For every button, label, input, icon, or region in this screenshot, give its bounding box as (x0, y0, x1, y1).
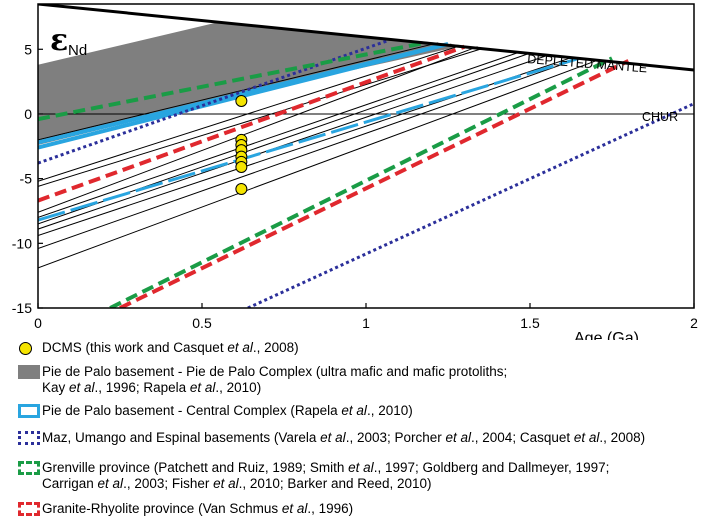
legend-line-swatch-icon (18, 461, 40, 475)
series-2-line-0 (38, 40, 426, 122)
series-3-line-0 (38, 44, 466, 203)
y-tick-label-4: -15 (12, 300, 32, 316)
x-tick-label-2: 1 (362, 315, 370, 331)
model-line-10 (38, 60, 596, 269)
legend-text: Pie de Palo basement - Central Complex (… (42, 403, 413, 418)
plot-content (38, 4, 694, 308)
model-line-4 (38, 46, 478, 213)
y-tick-label-1: 0 (24, 106, 32, 122)
legend-line-swatch-icon (18, 431, 40, 445)
legend-text: Grenville province (Patchett and Ruiz, 1… (42, 460, 610, 491)
legend-line-swatch-icon (18, 404, 40, 418)
x-axis-label: Age (Ga) (574, 330, 639, 340)
x-tick-label-3: 1.5 (520, 315, 540, 331)
legend-text: DCMS (this work and Casquet et al., 2008… (42, 340, 299, 355)
model-line-9 (38, 59, 577, 249)
series-3-line-1 (119, 59, 630, 308)
series-2-line-1 (109, 56, 613, 308)
legend-dot-icon (19, 342, 32, 355)
x-tick-label-0: 0 (34, 315, 42, 331)
series-0-line-1 (38, 42, 449, 145)
model-line-0 (38, 42, 439, 141)
x-tick-label-4: 2 (690, 315, 698, 331)
x-tick-label-1: 0.5 (192, 315, 212, 331)
chur-label: CHUR (642, 110, 678, 124)
legend-text: Granite-Rhyolite province (Van Schmus et… (42, 501, 354, 516)
dcms-point-6 (235, 160, 248, 173)
y-tick-label-2: -5 (20, 171, 33, 187)
y-axis-label-sub: Nd (68, 42, 87, 59)
series-0-line-2 (38, 56, 580, 222)
plot-area (38, 4, 694, 308)
dcms-point-7 (235, 182, 248, 195)
model-line-5 (38, 51, 521, 218)
series-1-line-1 (247, 102, 694, 308)
legend-grey-swatch-icon (18, 365, 40, 379)
model-line-2 (38, 44, 462, 182)
legend-line-swatch-icon (18, 502, 40, 516)
y-axis-label: ε (50, 23, 68, 58)
model-line-7 (38, 55, 547, 230)
legend-text: Pie de Palo basement - Pie de Palo Compl… (42, 364, 508, 395)
legend-text: Maz, Umango and Espinal basements (Varel… (42, 430, 646, 445)
depleted-mantle-line (38, 4, 694, 72)
y-tick-label-3: -10 (12, 235, 32, 251)
series-1-line-0 (38, 38, 390, 165)
dcms-point-0 (235, 95, 248, 108)
model-line-3 (38, 47, 485, 187)
y-tick-label-0: 5 (24, 41, 32, 57)
